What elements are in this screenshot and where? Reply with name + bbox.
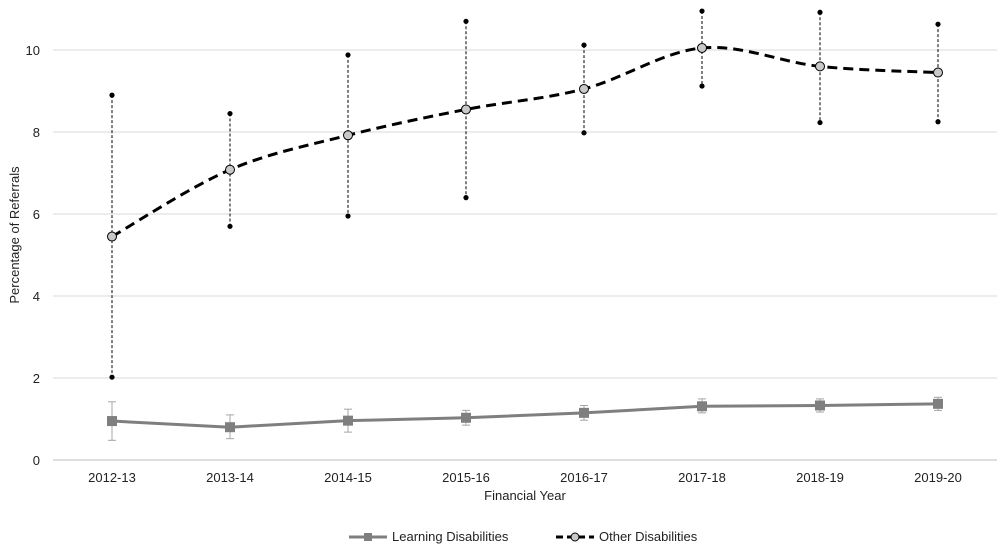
data-point-other-disabilities (225, 164, 235, 175)
x-tick-label: 2016-17 (560, 470, 608, 485)
error-cap-other-disabilities (109, 92, 115, 98)
series-lines (111, 45, 939, 429)
series-markers (107, 42, 943, 433)
data-point-learning-disabilities (225, 422, 235, 433)
x-tick-label: 2014-15 (324, 470, 372, 485)
y-tick-label: 6 (33, 207, 40, 222)
error-cap-other-disabilities (345, 52, 351, 58)
y-axis-ticks: 0 2 4 6 8 10 (26, 43, 40, 468)
x-tick-label: 2015-16 (442, 470, 490, 485)
data-point-other-disabilities (697, 42, 707, 53)
y-tick-label: 0 (33, 453, 40, 468)
x-tick-label: 2019-20 (914, 470, 962, 485)
data-point-learning-disabilities (697, 401, 707, 412)
legend: Learning Disabilities Other Disabilities (349, 529, 698, 544)
x-tick-label: 2018-19 (796, 470, 844, 485)
error-cap-other-disabilities (699, 8, 705, 14)
error-cap-other-disabilities (109, 374, 115, 380)
error-cap-other-disabilities (581, 42, 587, 48)
legend-label-learning-disabilities: Learning Disabilities (392, 529, 509, 544)
legend-label-other-disabilities: Other Disabilities (599, 529, 698, 544)
series-line-other-disabilities (111, 45, 939, 238)
data-point-other-disabilities (107, 231, 117, 242)
error-cap-other-disabilities (227, 110, 233, 117)
error-cap-other-disabilities (699, 83, 705, 89)
data-point-learning-disabilities (343, 415, 353, 426)
error-cap-other-disabilities (581, 130, 587, 136)
error-bars (108, 8, 942, 441)
x-axis-ticks: 2012-13 2013-14 2014-15 2015-16 2016-17 2017-… (88, 470, 962, 485)
legend-swatch-marker-other-disabilities (570, 532, 580, 542)
error-cap-other-disabilities (817, 9, 823, 15)
y-axis-title: Percentage of Referrals (7, 166, 22, 304)
y-tick-label: 4 (33, 289, 40, 304)
data-point-learning-disabilities (107, 416, 117, 427)
data-point-learning-disabilities (461, 412, 471, 423)
error-cap-other-disabilities (935, 119, 941, 125)
error-cap-other-disabilities (817, 119, 823, 126)
data-point-learning-disabilities (933, 398, 943, 409)
x-tick-label: 2017-18 (678, 470, 726, 485)
data-point-learning-disabilities (579, 407, 589, 418)
data-point-learning-disabilities (815, 400, 825, 411)
x-tick-label: 2013-14 (206, 470, 254, 485)
x-tick-label: 2012-13 (88, 470, 136, 485)
error-cap-other-disabilities (935, 21, 941, 27)
legend-item-other-disabilities: Other Disabilities (556, 529, 698, 544)
y-tick-label: 2 (33, 371, 40, 386)
x-axis-title: Financial Year (484, 488, 566, 503)
y-tick-label: 8 (33, 125, 40, 140)
data-point-other-disabilities (343, 130, 353, 141)
data-point-other-disabilities (461, 104, 471, 115)
legend-item-learning-disabilities: Learning Disabilities (349, 529, 509, 544)
error-cap-other-disabilities (463, 195, 469, 201)
data-point-other-disabilities (933, 67, 943, 78)
error-cap-other-disabilities (227, 223, 233, 229)
gridlines (53, 49, 997, 461)
error-cap-other-disabilities (463, 18, 469, 24)
error-cap-other-disabilities (345, 213, 351, 219)
data-point-other-disabilities (579, 83, 589, 94)
legend-swatch-marker-learning-disabilities (364, 533, 372, 541)
y-tick-label: 10 (26, 43, 40, 58)
series-line-learning-disabilities (111, 402, 939, 429)
data-point-other-disabilities (815, 61, 825, 72)
